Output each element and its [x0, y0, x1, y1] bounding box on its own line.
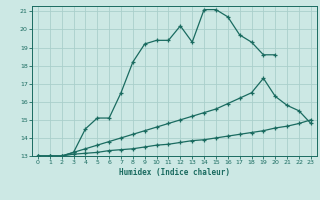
X-axis label: Humidex (Indice chaleur): Humidex (Indice chaleur) [119, 168, 230, 177]
